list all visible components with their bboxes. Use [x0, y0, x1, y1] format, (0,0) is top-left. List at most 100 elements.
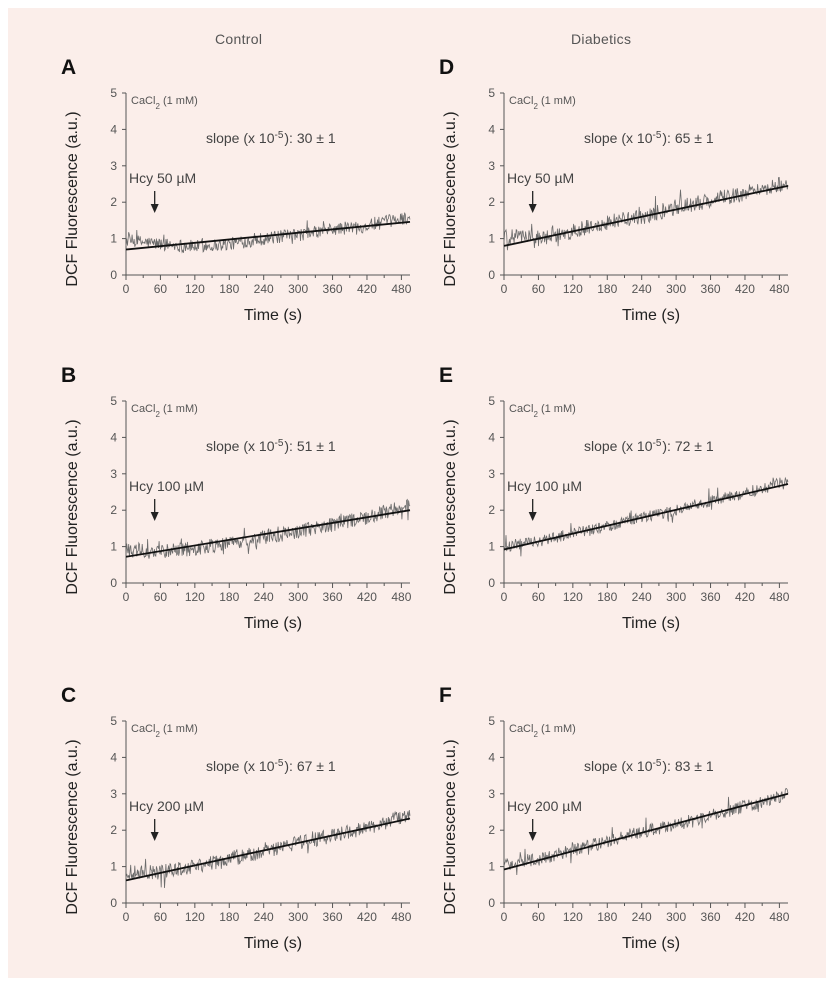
- x-tick-label: 240: [254, 910, 274, 924]
- y-tick-label: 4: [488, 122, 495, 136]
- y-tick-label: 3: [488, 787, 495, 801]
- y-tick-label: 3: [488, 159, 495, 173]
- x-tick-label: 300: [288, 910, 308, 924]
- chart-panel-a: A 0 1 2 3 4 5 0 60 120 180 240 300 360 420 480 Time (s) D…: [61, 56, 412, 324]
- hcy-label: Hcy 100 µM: [507, 478, 582, 494]
- x-axis-label: Time (s): [244, 307, 302, 324]
- fit-line: [503, 184, 789, 247]
- slope-annotation: slope (x 10-5): 65 ± 1: [584, 130, 714, 147]
- x-tick-label: 300: [288, 282, 308, 296]
- y-tick-label: 5: [488, 714, 495, 728]
- y-tick-label: 5: [488, 86, 495, 100]
- x-tick-label: 420: [735, 910, 755, 924]
- x-tick-label: 300: [666, 910, 686, 924]
- x-tick-label: 180: [219, 282, 239, 296]
- fit-line: [125, 817, 411, 882]
- x-axis-label: Time (s): [244, 935, 302, 952]
- x-tick-label: 180: [597, 282, 617, 296]
- y-tick-label: 4: [110, 430, 117, 444]
- x-tick-label: 0: [501, 590, 508, 604]
- figure: Control Diabetics A 0 1 2 3 4 5 0 60 120 180 240 300…: [8, 8, 826, 978]
- x-tick-label: 180: [219, 910, 239, 924]
- y-tick-label: 0: [488, 268, 495, 282]
- x-tick-label: 480: [769, 282, 789, 296]
- y-axis-label: DCF Fluorescence (a.u.): [64, 419, 81, 594]
- y-axis-label: DCF Fluorescence (a.u.): [442, 739, 459, 914]
- fit-line: [125, 220, 411, 251]
- x-tick-label: 420: [735, 590, 755, 604]
- x-tick-label: 360: [323, 910, 343, 924]
- x-tick-label: 480: [769, 910, 789, 924]
- stimulus-label: CaCl2 (1 mM): [131, 95, 198, 111]
- panel-label: A: [61, 56, 76, 79]
- x-tick-label: 300: [288, 590, 308, 604]
- x-tick-label: 480: [391, 282, 411, 296]
- chart-panel-f: F 0 1 2 3 4 5 0 60 120 180 240 300 360 420 480 Time (s) D…: [439, 684, 790, 952]
- x-tick-label: 60: [154, 282, 168, 296]
- chart-panel-c: C 0 1 2 3 4 5 0 60 120 180 240 300 360 420 480 Time (s) D…: [61, 684, 412, 952]
- x-tick-label: 0: [123, 910, 130, 924]
- hcy-arrow-head: [528, 204, 537, 213]
- chart-panel-e: E 0 1 2 3 4 5 0 60 120 180 240 300 360 420 480 Time (s) D…: [439, 364, 790, 632]
- y-tick-label: 1: [488, 540, 495, 554]
- x-tick-label: 120: [185, 590, 205, 604]
- x-axis-label: Time (s): [622, 615, 680, 632]
- slope-annotation: slope (x 10-5): 72 ± 1: [584, 438, 714, 455]
- x-tick-label: 480: [769, 590, 789, 604]
- x-tick-label: 360: [701, 282, 721, 296]
- column-title-diabetics: Diabetics: [571, 31, 632, 47]
- x-tick-label: 300: [666, 590, 686, 604]
- y-tick-label: 0: [488, 896, 495, 910]
- y-axis-label: DCF Fluorescence (a.u.): [64, 111, 81, 286]
- slope-annotation: slope (x 10-5): 67 ± 1: [206, 758, 336, 775]
- data-trace: [503, 476, 789, 557]
- data-trace: [125, 212, 411, 254]
- x-tick-label: 420: [357, 910, 377, 924]
- y-tick-label: 1: [110, 540, 117, 554]
- hcy-label: Hcy 200 µM: [129, 798, 204, 814]
- fit-line: [503, 792, 789, 871]
- y-tick-label: 0: [488, 576, 495, 590]
- fit-line: [125, 509, 411, 558]
- x-tick-label: 120: [563, 282, 583, 296]
- y-tick-label: 2: [488, 823, 495, 837]
- y-tick-label: 2: [110, 503, 117, 517]
- y-tick-label: 0: [110, 576, 117, 590]
- y-tick-label: 2: [110, 823, 117, 837]
- slope-annotation: slope (x 10-5): 51 ± 1: [206, 438, 336, 455]
- y-tick-label: 2: [110, 195, 117, 209]
- hcy-arrow-head: [528, 512, 537, 521]
- fit-line: [503, 483, 789, 551]
- chart-panel-d: D 0 1 2 3 4 5 0 60 120 180 240 300 360 420 480 Time (s) D…: [439, 56, 790, 324]
- y-tick-label: 4: [488, 750, 495, 764]
- x-tick-label: 420: [357, 590, 377, 604]
- panel-label: B: [61, 364, 76, 387]
- x-tick-label: 240: [632, 282, 652, 296]
- x-axis-label: Time (s): [622, 307, 680, 324]
- x-tick-label: 0: [501, 910, 508, 924]
- x-tick-label: 60: [154, 590, 168, 604]
- x-tick-label: 60: [154, 910, 168, 924]
- y-axis-label: DCF Fluorescence (a.u.): [442, 419, 459, 594]
- data-trace: [503, 177, 789, 251]
- y-tick-label: 2: [488, 503, 495, 517]
- y-tick-label: 0: [110, 268, 117, 282]
- x-axis-label: Time (s): [622, 935, 680, 952]
- chart-panel-b: B 0 1 2 3 4 5 0 60 120 180 240 300 360 420 480 Time (s) D…: [61, 364, 412, 632]
- x-tick-label: 240: [632, 590, 652, 604]
- x-tick-label: 240: [254, 590, 274, 604]
- stimulus-label: CaCl2 (1 mM): [509, 723, 576, 739]
- x-tick-label: 360: [323, 282, 343, 296]
- y-tick-label: 4: [488, 430, 495, 444]
- panel-label: D: [439, 56, 454, 79]
- x-tick-label: 180: [597, 910, 617, 924]
- stimulus-label: CaCl2 (1 mM): [131, 403, 198, 419]
- data-trace: [125, 809, 411, 889]
- stimulus-label: CaCl2 (1 mM): [509, 95, 576, 111]
- x-tick-label: 120: [563, 590, 583, 604]
- y-axis-label: DCF Fluorescence (a.u.): [442, 111, 459, 286]
- x-tick-label: 60: [532, 590, 546, 604]
- y-tick-label: 3: [110, 159, 117, 173]
- hcy-arrow-head: [150, 512, 159, 521]
- y-tick-label: 5: [488, 394, 495, 408]
